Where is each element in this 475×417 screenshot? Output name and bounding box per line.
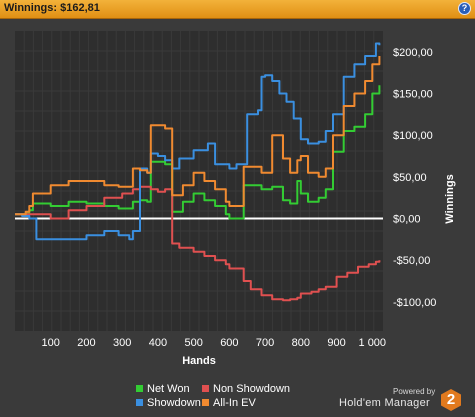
y-tick-label: $50,00 [393,172,427,184]
y-tick-label: -$100,00 [393,297,436,309]
winnings-chart: 100 200 300 400 500 600 700 800 900 1 000 $200,00… [15,31,456,367]
legend-swatch [136,399,143,406]
series-lines [15,42,381,302]
x-tick-label: 800 [292,337,310,349]
brand-name: Hold'em Manager [339,397,430,409]
x-tick-label: 900 [327,337,345,349]
series-line-all-in-ev [15,56,381,216]
legend-label: Non Showdown [213,383,291,395]
series-line-net-won [15,85,381,220]
legend-label: Net Won [147,383,190,395]
y-tick-label: $150,00 [393,89,433,101]
legend-item: Non Showdown [202,383,290,396]
x-tick-label: 400 [149,337,167,349]
legend-label: All-In EV [213,397,256,409]
y-tick-label: -$50,00 [393,255,430,267]
series-line-showdown [15,42,381,241]
y-tick-label: $0,00 [393,214,421,226]
x-tick-label: 600 [220,337,238,349]
x-tick-label: 700 [256,337,274,349]
legend-swatch [136,385,143,392]
legend-item: Net Won [136,383,190,396]
title-bar: Winnings: $162,81 ? [0,0,475,19]
legend-label: Showdown [147,397,201,409]
x-tick-label: 500 [184,337,202,349]
x-tick-label: 300 [113,337,131,349]
x-axis-title: Hands [182,355,216,367]
winnings-title: Winnings: $162,81 [4,2,100,14]
legend-item: All-In EV [202,397,256,410]
x-tick-label: 1 000 [359,337,387,349]
legend-swatch [202,385,209,392]
legend-swatch [202,399,209,406]
x-axis-ticks: 100 200 300 400 500 600 700 800 900 1 000 [42,337,386,349]
hem2-logo-icon: 2 [441,389,461,411]
y-tick-label: $100,00 [393,130,433,142]
powered-by-text: Powered by [393,387,436,396]
help-icon[interactable]: ? [458,2,471,15]
y-tick-label: $200,00 [393,47,433,59]
x-tick-label: 100 [42,337,60,349]
y-axis-ticks: $200,00 $150,00 $100,00 $50,00 $0,00 -$50,00 -… [393,47,436,309]
y-axis-title: Winnings [444,174,456,223]
series-line-non-showdown [15,185,381,302]
legend-item: Showdown [136,397,201,410]
x-tick-label: 200 [77,337,95,349]
